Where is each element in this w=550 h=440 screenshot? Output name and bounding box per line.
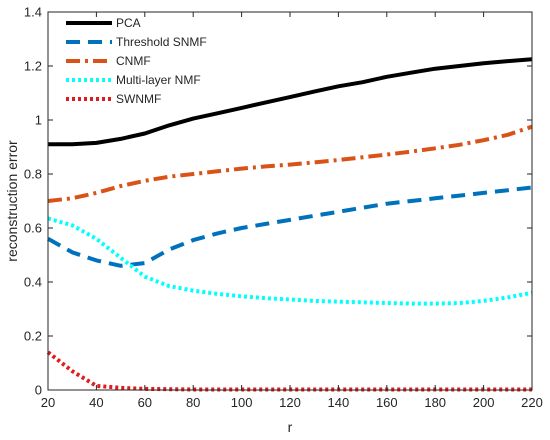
y-tick-label: 1	[35, 113, 42, 128]
x-tick-label: 180	[424, 395, 446, 410]
series-line-threshold-snmf	[47, 185, 533, 268]
y-tick-label: 0	[35, 383, 42, 398]
x-tick-label: 220	[521, 395, 543, 410]
x-tick-label: 80	[186, 395, 200, 410]
y-tick-label: 1.2	[24, 59, 42, 74]
x-axis-label: r	[288, 419, 293, 435]
x-tick-label: 140	[328, 395, 350, 410]
y-tick-label: 0.8	[24, 167, 42, 182]
x-tick-label: 60	[138, 395, 152, 410]
y-tick-label: 0.4	[24, 275, 42, 290]
x-tick-label: 200	[473, 395, 495, 410]
x-tick-label: 160	[376, 395, 398, 410]
y-tick-label: 0.2	[24, 329, 42, 344]
legend: PCA Threshold SNMF CNMF Multi-layer NMF SWNM…	[66, 16, 207, 106]
x-tick-label: 100	[231, 395, 253, 410]
y-axis-label: reconstruction error	[4, 140, 20, 262]
legend-label: Threshold SNMF	[116, 35, 207, 49]
series-line-pca	[48, 57, 533, 147]
plot-area	[48, 12, 532, 390]
axes: 20 40 60 80 100 120 140 160 180 200 220 0 0.2 0.4 0.6 0…	[24, 5, 543, 411]
x-tick-label: 120	[279, 395, 301, 410]
legend-label: SWNMF	[116, 92, 161, 106]
x-tick-label: 40	[89, 395, 103, 410]
y-tick-label: 0.6	[24, 221, 42, 236]
legend-label: PCA	[116, 16, 141, 30]
plot-background	[48, 12, 532, 390]
x-tick-label: 20	[41, 395, 55, 410]
y-tick-label: 1.4	[24, 5, 42, 20]
legend-label: Multi-layer NMF	[116, 73, 201, 87]
series-line-cnmf	[47, 124, 533, 203]
legend-label: CNMF	[116, 54, 151, 68]
